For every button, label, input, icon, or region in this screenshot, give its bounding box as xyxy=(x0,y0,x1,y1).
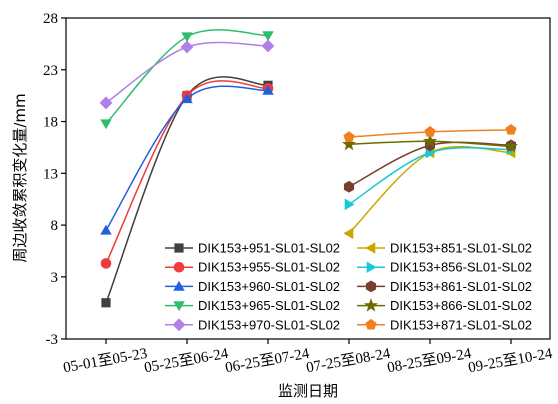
plot-frame xyxy=(65,17,551,340)
series-1-point-0 xyxy=(100,258,112,269)
legend-label-4: DIK153+970-SL01-SL02 xyxy=(198,317,340,332)
legend-marker-3 xyxy=(173,301,185,312)
series-4-point-1 xyxy=(180,40,194,54)
y-axis-title: 周边收敛累积变化量/mm xyxy=(11,93,29,262)
series-2-point-1 xyxy=(181,93,193,104)
legend-label-0: DIK153+951-SL01-SL02 xyxy=(198,241,340,256)
y-tick-label-1: 3 xyxy=(51,270,59,286)
legend-marker-0 xyxy=(174,243,184,253)
legend-label-9: DIK153+871-SL01-SL02 xyxy=(390,317,532,332)
series-9-point-3 xyxy=(343,131,355,142)
series-2-point-2 xyxy=(262,84,274,95)
series-4-point-0 xyxy=(99,96,113,110)
series-0-point-0 xyxy=(101,298,111,308)
series-7-point-3 xyxy=(343,180,355,193)
series-3-point-1 xyxy=(181,32,193,43)
axis-layer: -3381318232805-01至05-2305-25至06-2406-25至… xyxy=(43,11,554,376)
legend-marker-9 xyxy=(365,318,377,330)
legend-layer: DIK153+951-SL01-SL02 DIK153+955-SL01-SL02… xyxy=(165,241,532,332)
legend-label-7: DIK153+861-SL01-SL02 xyxy=(390,279,532,294)
series-8-point-3 xyxy=(341,136,357,151)
series-4-point-2 xyxy=(261,39,275,53)
series-3-point-2 xyxy=(262,31,274,42)
y-tick-label-5: 23 xyxy=(43,63,58,79)
y-tick-label-3: 13 xyxy=(43,166,58,182)
y-tick-label-4: 18 xyxy=(43,115,58,131)
legend-marker-7 xyxy=(365,280,377,293)
legend-label-2: DIK153+960-SL01-SL02 xyxy=(198,279,340,294)
series-9-point-5 xyxy=(505,123,517,135)
series-line-1 xyxy=(105,80,269,264)
legend-label-1: DIK153+955-SL01-SL02 xyxy=(198,260,340,275)
legend-marker-2 xyxy=(173,280,185,291)
series-5-point-3 xyxy=(343,227,354,240)
x-axis-title: 监测日期 xyxy=(278,382,338,400)
legend-marker-5 xyxy=(365,242,376,254)
series-8-point-5 xyxy=(503,139,519,153)
legend-marker-6 xyxy=(366,261,377,273)
series-8-point-4 xyxy=(422,133,438,148)
series-3-point-0 xyxy=(100,119,112,130)
legend-label-5: DIK153+851-SL01-SL02 xyxy=(390,241,532,256)
legend-marker-4 xyxy=(172,318,186,332)
legend-label-3: DIK153+965-SL01-SL02 xyxy=(198,298,340,313)
series-6-point-3 xyxy=(344,198,355,211)
y-tick-label-2: 8 xyxy=(51,218,59,234)
series-9-point-4 xyxy=(424,126,436,137)
legend-label-8: DIK153+866-SL01-SL02 xyxy=(390,298,532,313)
plot-layer xyxy=(99,29,519,308)
y-tick-label-0: -3 xyxy=(46,332,59,348)
legend-label-6: DIK153+856-SL01-SL02 xyxy=(390,260,532,275)
series-2-point-0 xyxy=(100,224,112,235)
legend-marker-1 xyxy=(173,261,185,273)
y-tick-label-6: 28 xyxy=(43,11,58,27)
legend-marker-8 xyxy=(363,298,379,312)
